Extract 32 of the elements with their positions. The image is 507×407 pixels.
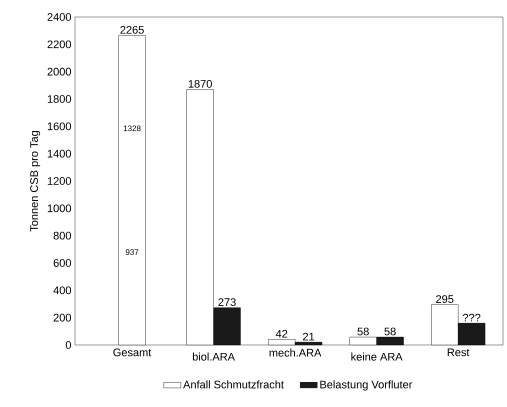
y-tick-label: 1600 bbox=[48, 122, 72, 130]
y-tick-label: 2400 bbox=[48, 13, 72, 21]
legend-label: Anfall Schmutzfracht bbox=[183, 380, 284, 388]
data-label: 2265 bbox=[120, 26, 144, 34]
annotation: 937 bbox=[126, 249, 138, 255]
data-label: 295 bbox=[436, 295, 454, 303]
data-label: 58 bbox=[384, 328, 396, 336]
x-tick-label: keine ARA bbox=[351, 352, 403, 361]
x-tick-label: mech.ARA bbox=[270, 348, 322, 357]
y-tick-label: 1400 bbox=[48, 150, 72, 158]
y-tick-label: 2200 bbox=[48, 40, 72, 48]
x-tick-label: Gesamt bbox=[113, 348, 152, 356]
data-label: 21 bbox=[303, 332, 314, 340]
y-tick-label: 0 bbox=[66, 341, 72, 349]
y-tick-label: 1800 bbox=[48, 95, 72, 103]
data-label: ??? bbox=[462, 314, 480, 322]
data-label: 58 bbox=[358, 328, 369, 336]
x-tick-label: Rest bbox=[448, 348, 470, 356]
legend-label: Belastung Vorfluter bbox=[320, 380, 412, 391]
data-label: 1870 bbox=[188, 80, 212, 88]
y-tick-label: 1200 bbox=[48, 177, 72, 185]
y-tick-label: 400 bbox=[53, 286, 72, 294]
x-tick-label: biol.ARA bbox=[192, 352, 235, 361]
data-label: 42 bbox=[276, 330, 288, 338]
y-tick-label: 1000 bbox=[48, 204, 72, 212]
annotation: 1328 bbox=[124, 125, 141, 132]
y-tick-label: 2000 bbox=[48, 68, 72, 76]
y-axis-title: Tonnen CSB pro Tag bbox=[30, 130, 40, 232]
y-tick-label: 800 bbox=[54, 232, 72, 240]
data-label: 273 bbox=[218, 298, 236, 306]
y-tick-label: 200 bbox=[54, 314, 72, 322]
y-tick-label: 600 bbox=[54, 259, 72, 267]
